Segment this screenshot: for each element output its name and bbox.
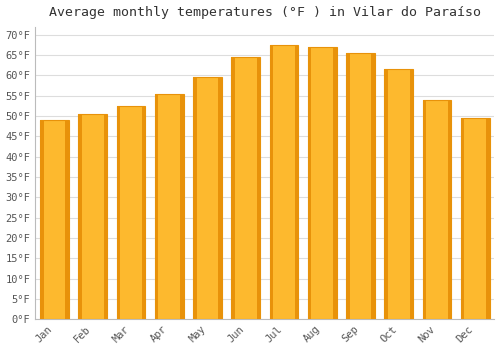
Bar bbox=[448, 100, 452, 319]
Bar bbox=[104, 114, 107, 319]
Bar bbox=[346, 53, 375, 319]
Bar bbox=[270, 45, 273, 319]
Bar bbox=[461, 118, 464, 319]
Bar bbox=[346, 53, 350, 319]
Bar bbox=[270, 45, 298, 319]
Bar bbox=[218, 77, 222, 319]
Bar bbox=[232, 57, 260, 319]
Bar bbox=[256, 57, 260, 319]
Bar bbox=[155, 94, 184, 319]
Title: Average monthly temperatures (°F ) in Vilar do Paraíso: Average monthly temperatures (°F ) in Vi… bbox=[49, 6, 481, 19]
Bar bbox=[333, 47, 336, 319]
Bar bbox=[142, 106, 146, 319]
Bar bbox=[78, 114, 107, 319]
Bar bbox=[193, 77, 196, 319]
Bar bbox=[180, 94, 184, 319]
Bar bbox=[422, 100, 426, 319]
Bar bbox=[193, 77, 222, 319]
Bar bbox=[422, 100, 452, 319]
Bar bbox=[232, 57, 235, 319]
Bar bbox=[410, 69, 413, 319]
Bar bbox=[384, 69, 388, 319]
Bar bbox=[40, 120, 69, 319]
Bar bbox=[384, 69, 413, 319]
Bar bbox=[372, 53, 375, 319]
Bar bbox=[40, 120, 43, 319]
Bar bbox=[308, 47, 312, 319]
Bar bbox=[461, 118, 490, 319]
Bar bbox=[116, 106, 146, 319]
Bar bbox=[308, 47, 336, 319]
Bar bbox=[116, 106, 120, 319]
Bar bbox=[66, 120, 69, 319]
Bar bbox=[78, 114, 82, 319]
Bar bbox=[295, 45, 298, 319]
Bar bbox=[155, 94, 158, 319]
Bar bbox=[486, 118, 490, 319]
